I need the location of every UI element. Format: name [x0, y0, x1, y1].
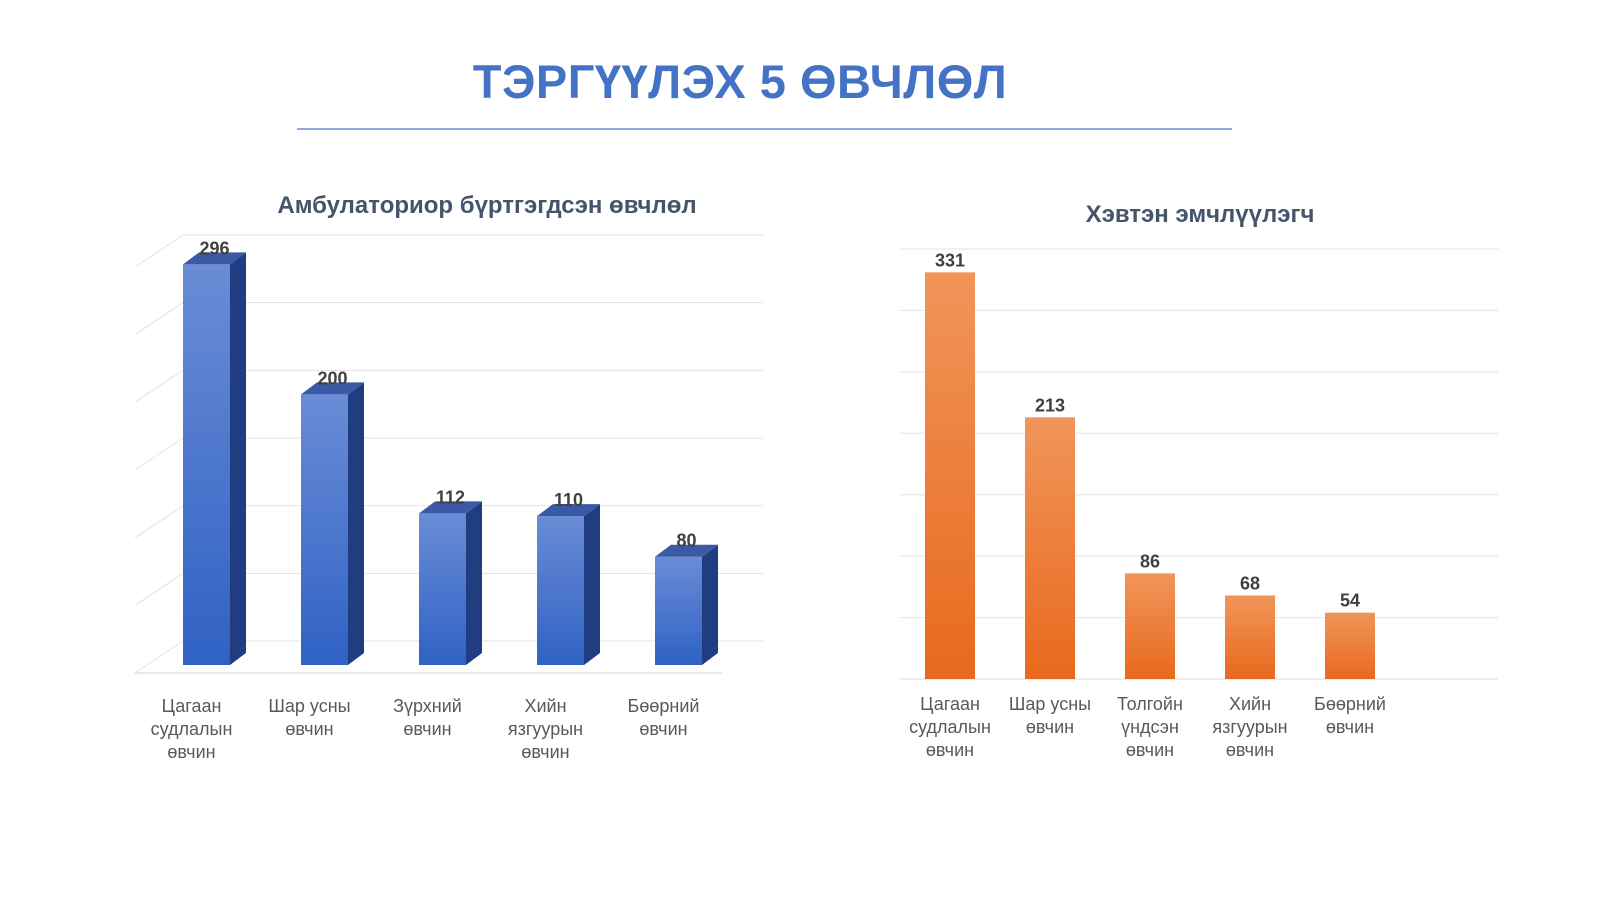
- chart-inpatient-title: Хэвтэн эмчлүүлэгч: [1086, 201, 1315, 228]
- gridline-side: [134, 572, 184, 606]
- gridline-side: [134, 302, 184, 336]
- category-label-line: өвчин: [926, 740, 974, 760]
- bar-side: [466, 501, 482, 665]
- category-label-line: өвчин: [639, 719, 687, 739]
- bar: [301, 394, 348, 665]
- bar-side: [584, 504, 600, 665]
- data-label: 296: [199, 238, 229, 258]
- data-label: 86: [1140, 551, 1160, 571]
- category-label-line: Хийн: [1229, 694, 1271, 714]
- category-label-line: өвчин: [167, 742, 215, 762]
- chart-ambulatory-title: Амбулаториор бүртгэгдсэн өвчлөл: [277, 192, 696, 219]
- chart-ambulatory-value-labels: 296 200 112 110 80: [199, 238, 696, 550]
- category-label: Бөөрний өвчин: [628, 696, 700, 739]
- category-label-line: судлалын: [151, 719, 233, 739]
- data-label: 54: [1340, 591, 1360, 611]
- category-label-line: язгуурын: [1212, 717, 1287, 737]
- category-label-line: өвчин: [521, 742, 569, 762]
- data-label: 112: [436, 487, 465, 507]
- chart-ambulatory: Амбулаториор бүртгэгдсэн өвчлөл 296 200 11…: [134, 192, 763, 762]
- category-label-line: Зүрхний: [393, 696, 462, 716]
- category-label-line: өвчин: [285, 719, 333, 739]
- bar-top: [655, 544, 718, 557]
- category-label: Зүрхний өвчин: [393, 696, 462, 739]
- bar-top: [537, 504, 600, 517]
- category-label-line: өвчин: [1026, 717, 1074, 737]
- category-label-line: Бөөрний: [628, 696, 700, 716]
- category-label-line: өвчин: [1226, 740, 1274, 760]
- category-label: Цагаан судлалын өвчин: [909, 694, 991, 760]
- data-label: 213: [1035, 395, 1065, 415]
- bar: [925, 272, 975, 679]
- title-divider: [297, 128, 1232, 130]
- category-label: Бөөрний өвчин: [1314, 694, 1386, 737]
- category-label-line: Цагаан: [920, 694, 980, 714]
- category-label-line: Цагаан: [162, 696, 222, 716]
- chart-inpatient-grid: [900, 248, 1498, 680]
- bar-side: [230, 252, 246, 665]
- category-label-line: язгуурын: [508, 719, 583, 739]
- category-label-line: өвчин: [1326, 717, 1374, 737]
- category-label-line: Хийн: [524, 696, 566, 716]
- gridline-side: [134, 640, 184, 674]
- data-label: 68: [1240, 573, 1260, 593]
- bar: [1125, 573, 1175, 679]
- gridline-side: [134, 505, 184, 539]
- data-label: 331: [935, 250, 965, 270]
- data-label: 200: [317, 368, 347, 388]
- category-label-line: өвчин: [1126, 740, 1174, 760]
- chart-ambulatory-bars: [183, 252, 718, 665]
- category-label: Шар усны өвчин: [1009, 694, 1091, 737]
- bar-side: [702, 544, 718, 665]
- bar: [419, 513, 466, 665]
- bar-side: [348, 382, 364, 665]
- data-label: 110: [554, 490, 583, 510]
- bar: [537, 516, 584, 665]
- category-label-line: Шар усны: [1009, 694, 1091, 714]
- category-label-line: өвчин: [403, 719, 451, 739]
- category-label-line: Толгойн: [1117, 694, 1183, 714]
- category-label-line: Бөөрний: [1314, 694, 1386, 714]
- bar: [183, 264, 230, 665]
- bar-top: [183, 252, 246, 265]
- chart-inpatient-bars: [925, 272, 1375, 679]
- gridline-side: [134, 437, 184, 471]
- bar-top: [419, 501, 482, 514]
- category-label: Цагаан судлалын өвчин: [151, 696, 233, 762]
- chart-ambulatory-category-labels: Цагаан судлалын өвчин Шар усны өвчин Зүрхний ө…: [151, 696, 700, 762]
- gridline-side: [134, 369, 184, 403]
- category-label-line: Шар усны: [268, 696, 350, 716]
- data-label: 80: [676, 531, 696, 551]
- category-label: Хийн язгуурын өвчин: [508, 696, 583, 762]
- bar: [1225, 595, 1275, 679]
- page-title: ТЭРГҮҮЛЭХ 5 ӨВЧЛӨЛ: [472, 55, 1008, 108]
- bar-top: [301, 382, 364, 395]
- chart-inpatient-category-labels: Цагаан судлалын өвчин Шар усны өвчин Толгойн ү…: [909, 694, 1386, 760]
- category-label-line: судлалын: [909, 717, 991, 737]
- chart-inpatient-value-labels: 331 213 86 68 54: [935, 250, 1360, 610]
- bar: [655, 556, 702, 665]
- gridline-side: [134, 234, 184, 268]
- category-label: Хийн язгуурын өвчин: [1212, 694, 1287, 760]
- bar: [1325, 612, 1375, 679]
- category-label: Толгойн үндсэн өвчин: [1117, 694, 1183, 760]
- bar: [1025, 417, 1075, 679]
- category-label: Шар усны өвчин: [268, 696, 350, 739]
- category-label-line: үндсэн: [1121, 717, 1179, 737]
- chart-inpatient: Хэвтэн эмчлүүлэгч 331 213 86 68 54 Цагаан суд…: [900, 201, 1498, 760]
